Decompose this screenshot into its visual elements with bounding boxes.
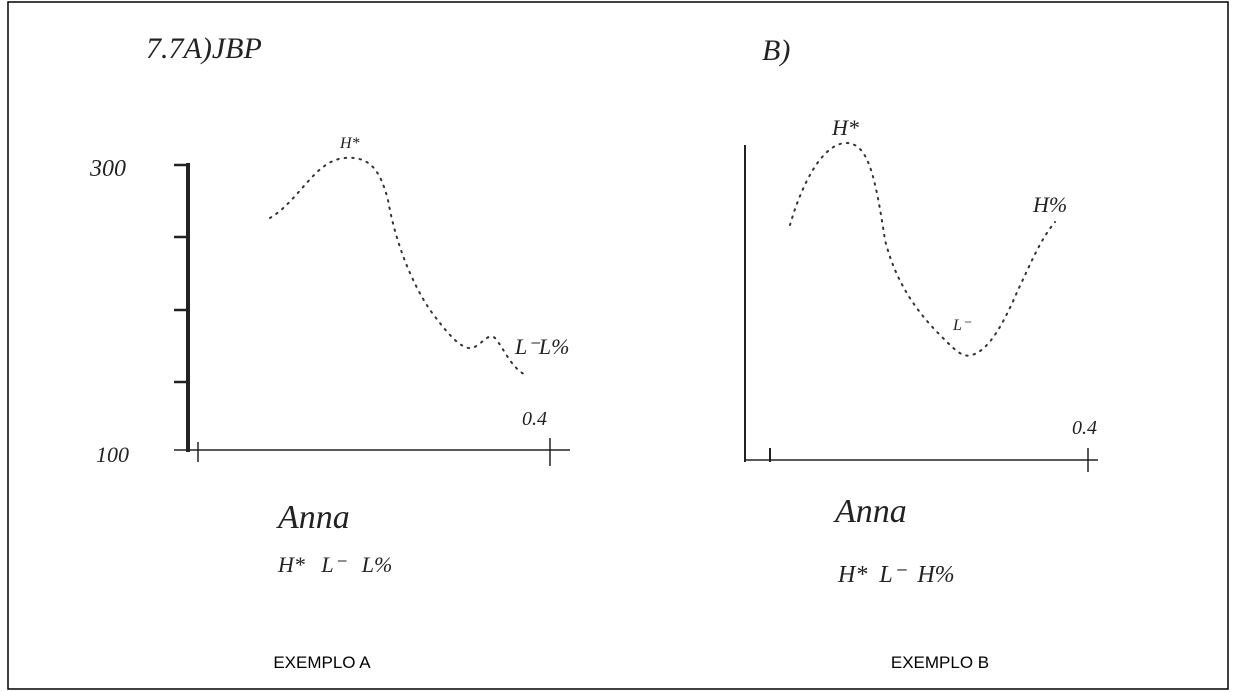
tone-sequence: H* L⁻ L%: [277, 552, 392, 577]
axes-b: [744, 145, 1098, 472]
panel-title: B): [762, 34, 790, 67]
panel-title: 7.7A)JBP: [146, 32, 262, 65]
frame: [7, 1, 1229, 690]
caption: EXEMPLO B: [891, 653, 989, 672]
tone-label: H*: [831, 115, 859, 140]
x-label-end: 0.4: [1072, 417, 1097, 439]
pitch-contour: [269, 156, 529, 377]
tone-label: L⁻L%: [514, 334, 569, 359]
word: Anna: [833, 493, 907, 530]
tone-label: H*: [339, 135, 360, 152]
caption: EXEMPLO A: [273, 653, 371, 672]
tone-sequence: H* L⁻ H%: [837, 562, 955, 588]
axes-a: [174, 163, 570, 466]
tone-label: H%: [1032, 192, 1067, 217]
pitch-contour: [789, 141, 1056, 357]
word: Anna: [276, 499, 350, 536]
y-label-top: 300: [89, 156, 126, 182]
tone-label: L⁻: [952, 317, 972, 334]
y-label-bottom: 100: [96, 442, 129, 467]
x-label-end: 0.4: [522, 408, 547, 430]
